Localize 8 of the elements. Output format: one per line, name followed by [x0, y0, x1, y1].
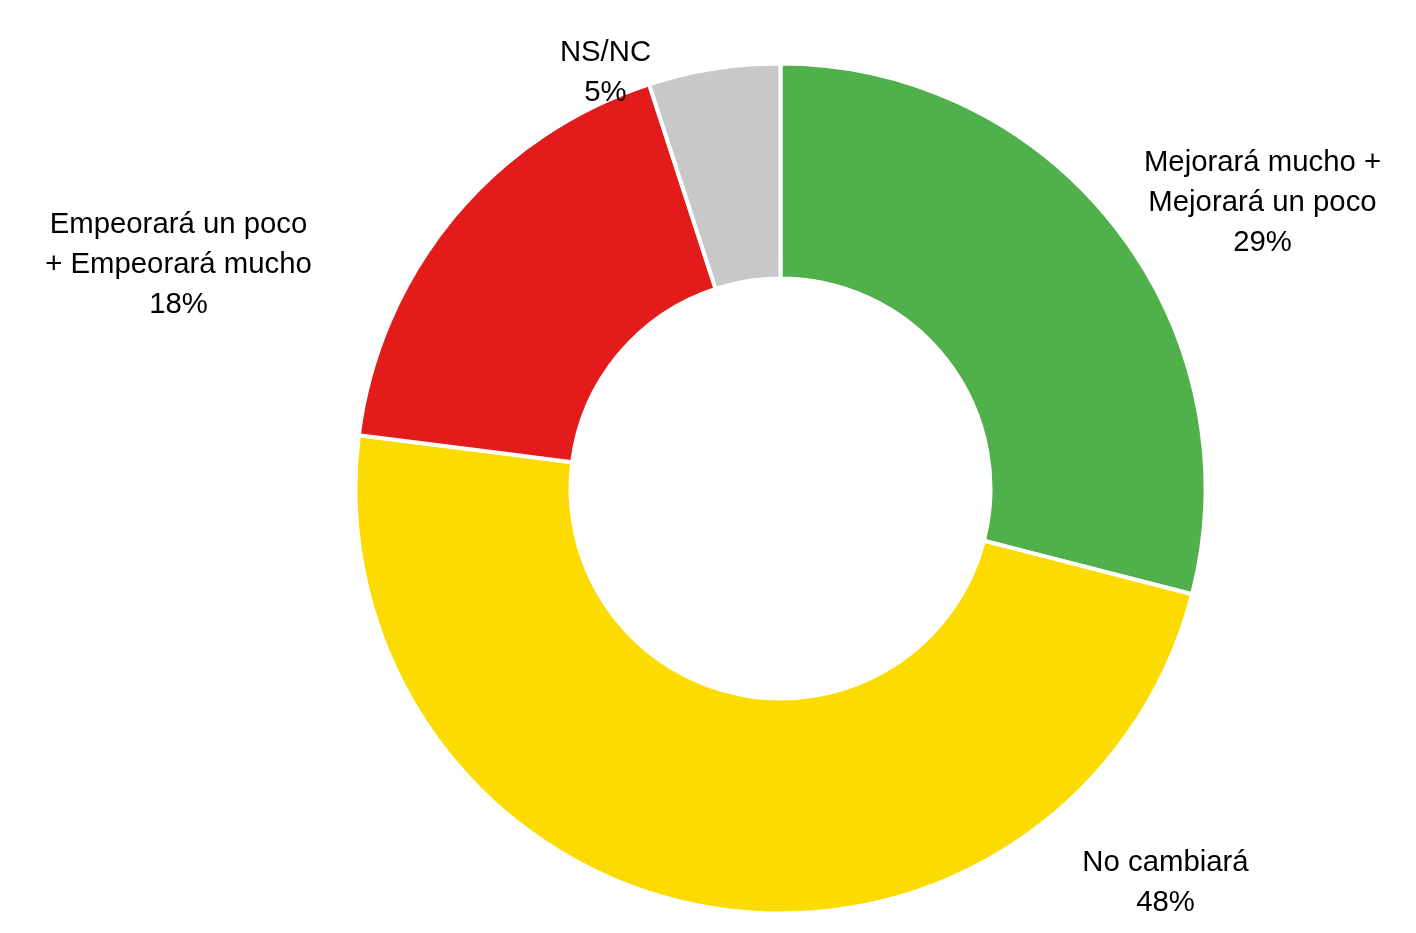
- data-label: 29%: [1233, 223, 1292, 257]
- slice-label: NS/NC: [559, 34, 652, 68]
- data-label: 5%: [584, 73, 627, 107]
- slice-label: No cambiará: [1082, 844, 1250, 878]
- data-label: 48%: [1136, 883, 1195, 917]
- slice-label: Empeorará un poco + Empeorará mucho: [45, 206, 312, 279]
- data-label: 18%: [149, 285, 208, 319]
- slice-label: Mejorará mucho + Mejorará un poco: [1143, 144, 1382, 217]
